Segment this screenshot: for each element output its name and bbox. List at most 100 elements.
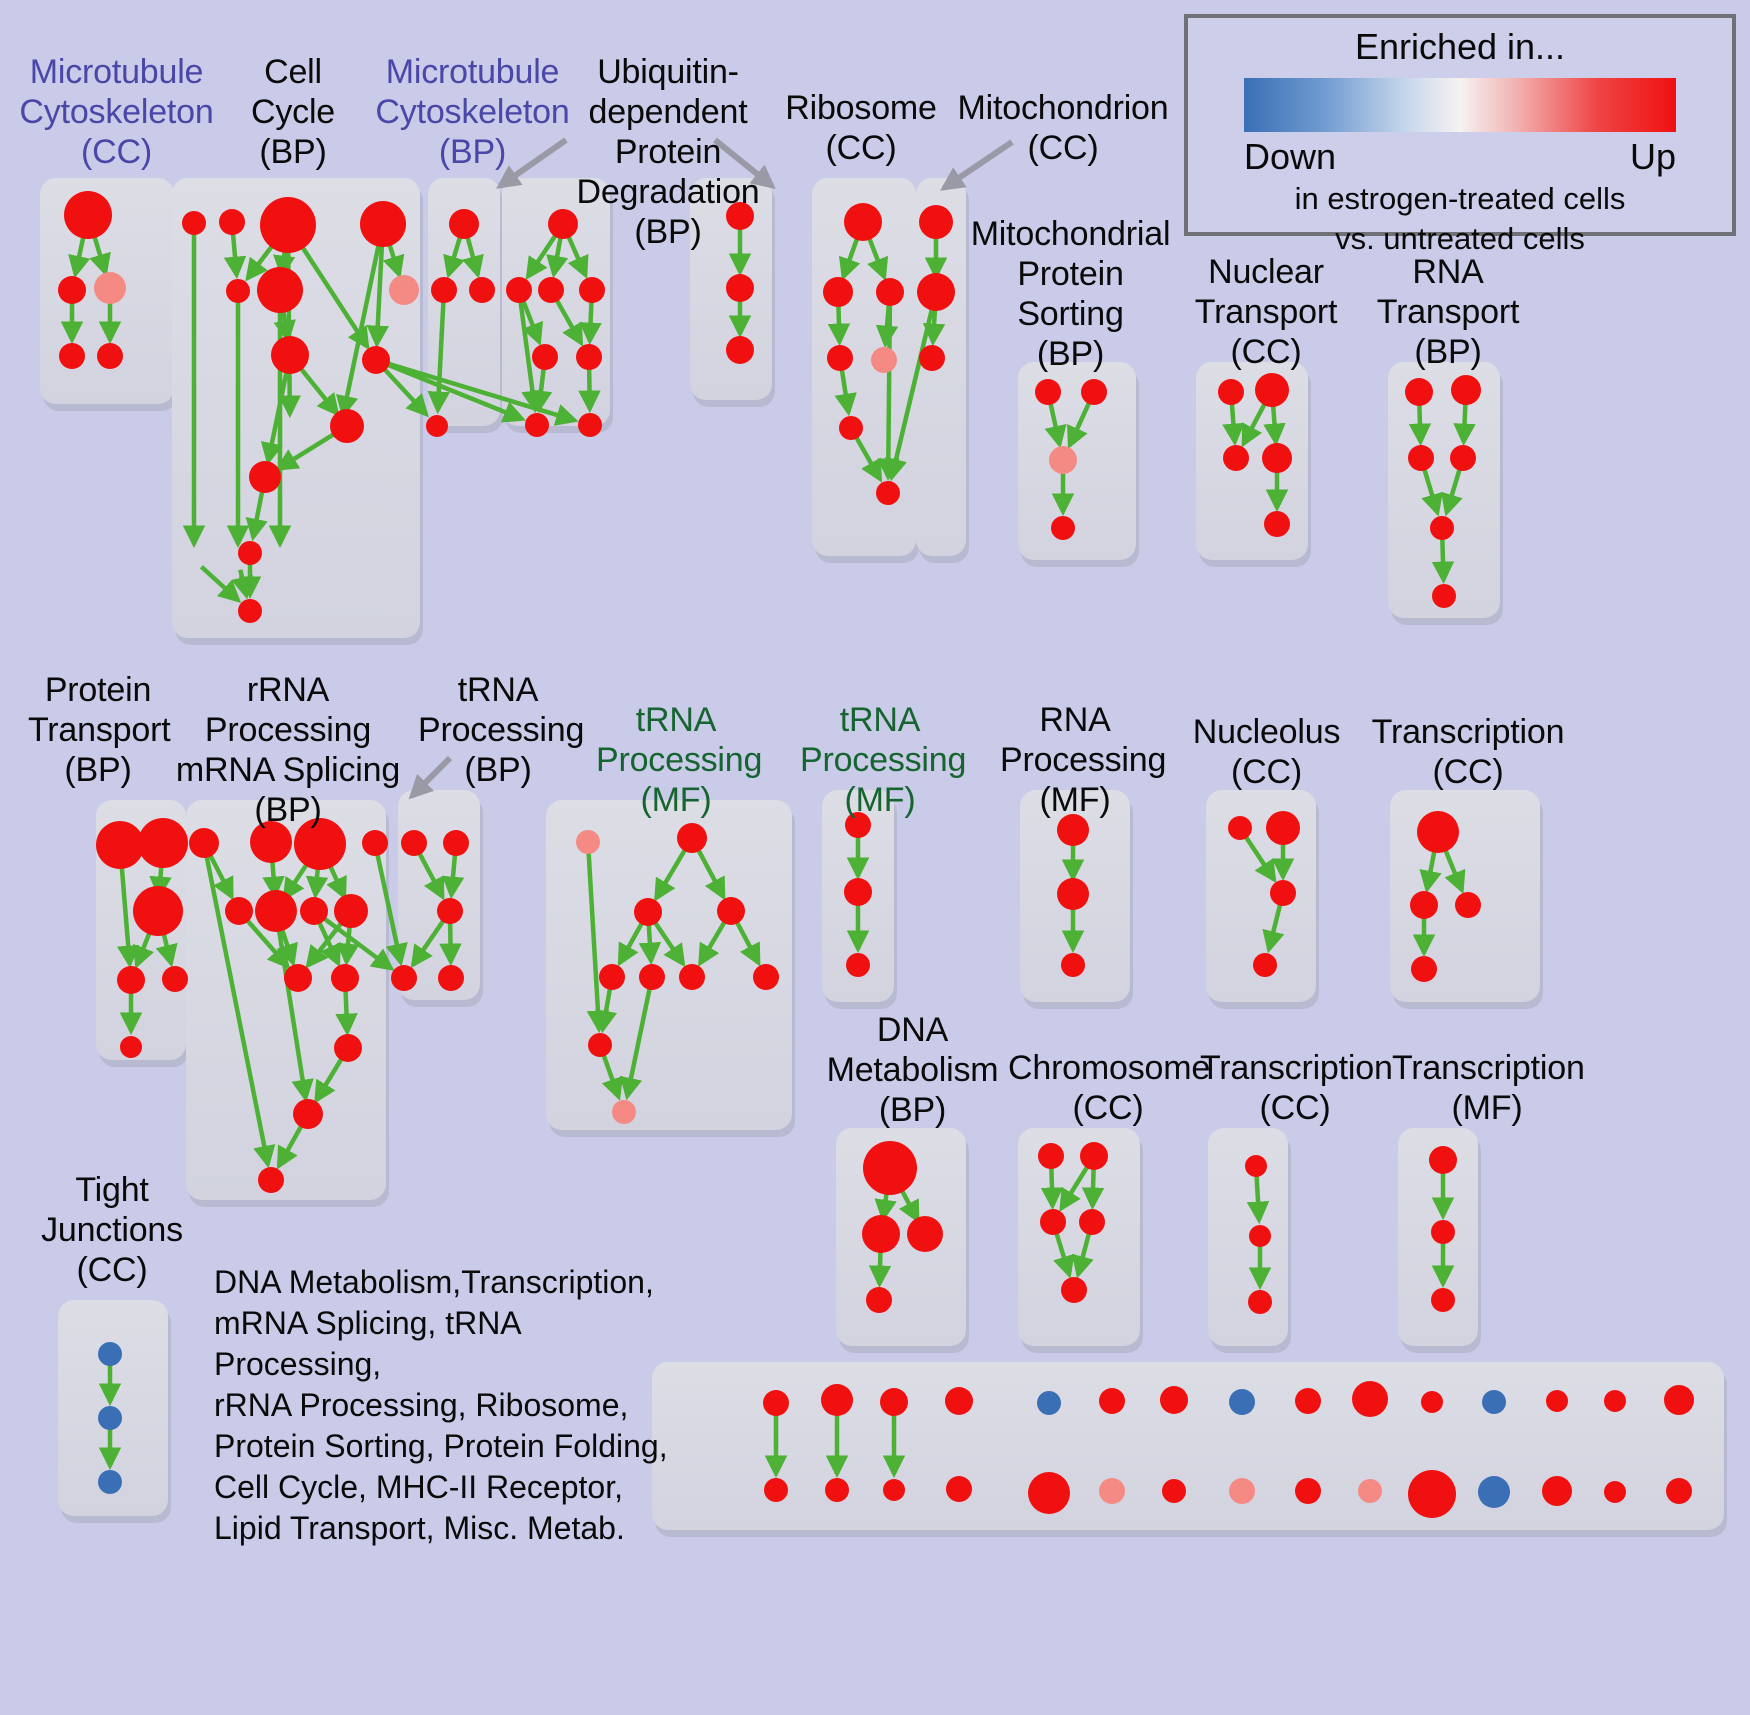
gene-set-node[interactable]: [919, 345, 945, 371]
cluster-panel[interactable]: [652, 1362, 1724, 1530]
gene-set-node[interactable]: [1431, 1288, 1455, 1312]
gene-set-node[interactable]: [863, 1141, 917, 1195]
gene-set-node[interactable]: [538, 277, 564, 303]
gene-set-node[interactable]: [726, 336, 754, 364]
gene-set-node[interactable]: [271, 336, 309, 374]
gene-set-node[interactable]: [1228, 816, 1252, 840]
gene-set-node[interactable]: [1430, 516, 1454, 540]
gene-set-node[interactable]: [1542, 1476, 1572, 1506]
gene-set-node[interactable]: [189, 828, 219, 858]
gene-set-node[interactable]: [293, 1099, 323, 1129]
gene-set-node[interactable]: [844, 203, 882, 241]
gene-set-node[interactable]: [330, 409, 364, 443]
gene-set-node[interactable]: [1255, 373, 1289, 407]
gene-set-node[interactable]: [753, 964, 779, 990]
gene-set-node[interactable]: [64, 191, 112, 239]
cluster-panel[interactable]: [428, 178, 500, 426]
gene-set-node[interactable]: [576, 344, 602, 370]
gene-set-node[interactable]: [883, 1479, 905, 1501]
gene-set-node[interactable]: [1051, 516, 1075, 540]
gene-set-node[interactable]: [250, 821, 292, 863]
gene-set-node[interactable]: [58, 276, 86, 304]
gene-set-node[interactable]: [1245, 1155, 1267, 1177]
gene-set-node[interactable]: [334, 894, 368, 928]
gene-set-node[interactable]: [249, 461, 281, 493]
gene-set-node[interactable]: [449, 209, 479, 239]
gene-set-node[interactable]: [1262, 443, 1292, 473]
gene-set-node[interactable]: [255, 890, 297, 932]
gene-set-node[interactable]: [1229, 1478, 1255, 1504]
gene-set-node[interactable]: [431, 277, 457, 303]
gene-set-node[interactable]: [763, 1390, 789, 1416]
gene-set-node[interactable]: [506, 277, 532, 303]
gene-set-node[interactable]: [827, 345, 853, 371]
gene-set-node[interactable]: [917, 273, 955, 311]
gene-set-node[interactable]: [98, 1470, 122, 1494]
gene-set-node[interactable]: [525, 413, 549, 437]
gene-set-node[interactable]: [588, 1033, 612, 1057]
gene-set-node[interactable]: [1666, 1478, 1692, 1504]
gene-set-node[interactable]: [825, 1478, 849, 1502]
gene-set-node[interactable]: [389, 275, 419, 305]
gene-set-node[interactable]: [532, 344, 558, 370]
gene-set-node[interactable]: [1057, 878, 1089, 910]
gene-set-node[interactable]: [1218, 379, 1244, 405]
gene-set-node[interactable]: [639, 964, 665, 990]
gene-set-node[interactable]: [823, 277, 853, 307]
gene-set-node[interactable]: [294, 818, 346, 870]
gene-set-node[interactable]: [599, 964, 625, 990]
gene-set-node[interactable]: [360, 201, 406, 247]
gene-set-node[interactable]: [1431, 1220, 1455, 1244]
gene-set-node[interactable]: [1080, 1142, 1108, 1170]
gene-set-node[interactable]: [469, 277, 495, 303]
gene-set-node[interactable]: [401, 830, 427, 856]
gene-set-node[interactable]: [225, 897, 253, 925]
gene-set-node[interactable]: [1295, 1478, 1321, 1504]
gene-set-node[interactable]: [1411, 956, 1437, 982]
gene-set-node[interactable]: [1099, 1388, 1125, 1414]
gene-set-node[interactable]: [679, 964, 705, 990]
cluster-panel[interactable]: [1208, 1128, 1288, 1346]
gene-set-node[interactable]: [1417, 811, 1459, 853]
cluster-panel[interactable]: [186, 800, 386, 1200]
gene-set-node[interactable]: [258, 1167, 284, 1193]
gene-set-node[interactable]: [634, 898, 662, 926]
gene-set-node[interactable]: [1604, 1390, 1626, 1412]
gene-set-node[interactable]: [1049, 446, 1077, 474]
gene-set-node[interactable]: [443, 830, 469, 856]
gene-set-node[interactable]: [1037, 1391, 1061, 1415]
gene-set-node[interactable]: [391, 965, 417, 991]
gene-set-node[interactable]: [871, 347, 897, 373]
gene-set-node[interactable]: [1248, 1290, 1272, 1314]
gene-set-node[interactable]: [1295, 1388, 1321, 1414]
gene-set-node[interactable]: [945, 1387, 973, 1415]
gene-set-node[interactable]: [839, 416, 863, 440]
gene-set-node[interactable]: [866, 1287, 892, 1313]
gene-set-node[interactable]: [438, 965, 464, 991]
gene-set-node[interactable]: [1160, 1386, 1188, 1414]
gene-set-node[interactable]: [1035, 379, 1061, 405]
gene-set-node[interactable]: [1429, 1146, 1457, 1174]
gene-set-node[interactable]: [138, 818, 188, 868]
gene-set-node[interactable]: [238, 599, 262, 623]
gene-set-node[interactable]: [437, 898, 463, 924]
gene-set-node[interactable]: [764, 1478, 788, 1502]
gene-set-node[interactable]: [1421, 1391, 1443, 1413]
gene-set-node[interactable]: [1038, 1143, 1064, 1169]
gene-set-node[interactable]: [946, 1476, 972, 1502]
gene-set-node[interactable]: [876, 481, 900, 505]
gene-set-node[interactable]: [182, 211, 206, 235]
gene-set-node[interactable]: [576, 830, 600, 854]
gene-set-node[interactable]: [1451, 375, 1481, 405]
gene-set-node[interactable]: [1162, 1479, 1186, 1503]
gene-set-node[interactable]: [1061, 953, 1085, 977]
gene-set-node[interactable]: [284, 964, 312, 992]
gene-set-node[interactable]: [846, 953, 870, 977]
gene-set-node[interactable]: [1229, 1389, 1255, 1415]
gene-set-node[interactable]: [726, 274, 754, 302]
gene-set-node[interactable]: [919, 205, 953, 239]
gene-set-node[interactable]: [1099, 1478, 1125, 1504]
gene-set-node[interactable]: [1079, 1209, 1105, 1235]
gene-set-node[interactable]: [862, 1215, 900, 1253]
gene-set-node[interactable]: [1455, 892, 1481, 918]
